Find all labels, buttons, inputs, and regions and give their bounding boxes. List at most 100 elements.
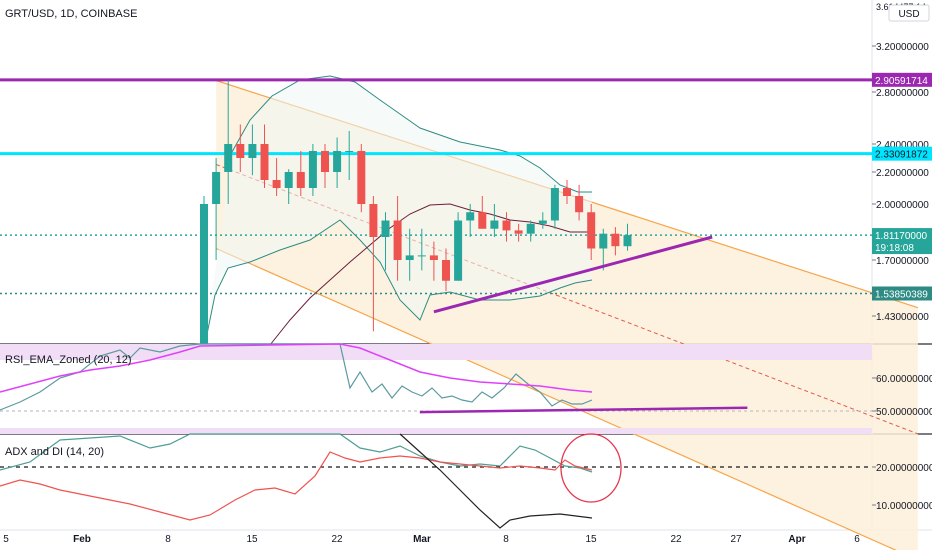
candle-body [308,151,317,188]
bollinger-lower-line [204,219,593,345]
candle-body [466,212,475,221]
time-tick-label: 22 [670,534,682,545]
time-tick-label: 15 [246,534,258,545]
bollinger-band-fill [205,76,592,344]
candle [321,144,329,188]
price-tick-label: 1.70000000 [876,256,929,267]
time-tick-label: 5 [3,534,9,545]
candle [478,196,487,229]
candle-body [563,188,571,196]
rsi-line [0,343,593,411]
candle-body [260,144,269,180]
candle [296,151,305,196]
candle-body [321,151,329,172]
price-tick-label: 3.20000000 [876,42,929,53]
price-badge-label: 1.53850389 [875,289,928,300]
currency-label[interactable]: USD [898,9,919,20]
candle [248,124,257,176]
candle [260,124,269,188]
candle [563,180,571,204]
candle-body [333,151,342,172]
candle-body [369,204,378,237]
price-badge-label: 2.90591714 [875,76,928,87]
price-badge [872,286,932,301]
trend-channel-lower-line [215,247,909,555]
candle-body [284,172,293,188]
candle [514,223,523,242]
candle [200,196,208,357]
time-tick-label: 8 [165,534,171,545]
candle [611,227,620,256]
candle [212,158,221,260]
rsi-lower-zone [0,428,872,434]
support-trendline [433,235,713,314]
adx-line [399,433,593,529]
trend-channel-median-line [215,164,919,435]
candle-body [296,172,305,188]
price-tick-label: 2.40000000 [876,140,929,151]
price-badge [872,240,932,255]
candle [405,228,414,281]
candle-body [490,220,499,229]
price-tick-label: 2.00000000 [876,200,929,211]
candle [575,184,584,221]
candle [429,241,438,281]
price-badge-label: 19:18:08 [875,243,914,254]
bollinger-upper-line [231,75,592,193]
candle [417,228,426,271]
candle-body [442,260,450,281]
time-tick-label: Mar [413,534,431,545]
adx-tick-label: 20.00000000 [876,463,932,474]
candle [502,212,511,242]
highlight-circle [560,433,622,503]
candle-body [538,220,547,224]
candle [623,223,632,251]
candle-body [200,204,208,351]
rsi-tick-label: 50.00000000 [876,407,932,418]
candle-body [478,212,487,229]
adx-tick-label: 10.00000000 [876,501,932,512]
candle [442,248,450,292]
time-tick-label: 27 [730,534,742,545]
candle-body [550,188,559,221]
symbol-title: GRT/USD, 1D, COINBASE [5,8,137,20]
candle-body [575,196,584,213]
candle [490,204,499,237]
candle-body [587,212,596,249]
time-tick-label: 15 [585,534,597,545]
candle-body [454,220,463,281]
candle [393,196,402,281]
candle-body [623,235,632,247]
rsi-trendline [419,406,748,414]
candle-body [514,230,523,234]
candle-body [393,220,402,260]
candle-body [405,255,414,260]
currency-button[interactable] [888,4,930,22]
candle [369,196,378,332]
candle [550,184,559,229]
di-minus-line [0,451,593,521]
candle-body [381,220,390,237]
di-plus-line [0,433,593,473]
candle [466,204,475,237]
candle [587,204,596,260]
candle [284,169,293,204]
candle-body [248,144,257,158]
candle-body [599,233,608,249]
price-badge-label: 2.33091872 [875,150,928,161]
candle-body [345,151,354,152]
candle-body [272,180,281,188]
time-tick-label: 22 [331,534,343,545]
time-tick-label: 6 [854,534,860,545]
adx-panel-title: ADX and DI (14, 20) [5,446,104,458]
candle [381,212,390,271]
candle [345,131,354,180]
candle-body [502,220,511,231]
candle [333,137,342,188]
candle [308,144,317,196]
candle-body [224,144,233,172]
price-tick-label: 1.43000000 [876,312,929,323]
rsi-tick-label: 60.00000000 [876,374,932,385]
